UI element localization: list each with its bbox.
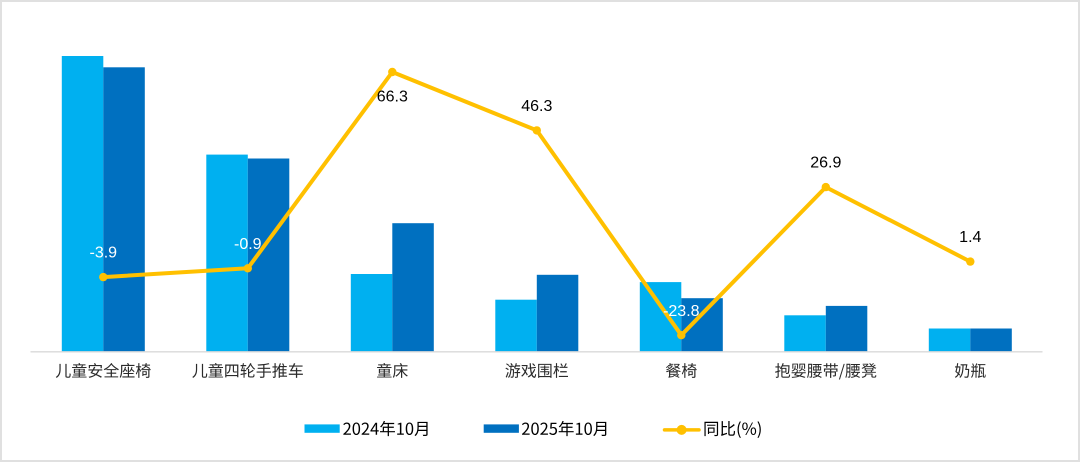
svg-text:46.3: 46.3 [521, 98, 552, 115]
svg-text:-0.9: -0.9 [234, 236, 262, 253]
svg-text:-23.8: -23.8 [663, 303, 700, 320]
svg-text:66.3: 66.3 [377, 88, 408, 105]
svg-text:26.9: 26.9 [810, 155, 841, 172]
svg-text:-3.9: -3.9 [90, 245, 118, 262]
svg-text:1.4: 1.4 [959, 229, 981, 246]
